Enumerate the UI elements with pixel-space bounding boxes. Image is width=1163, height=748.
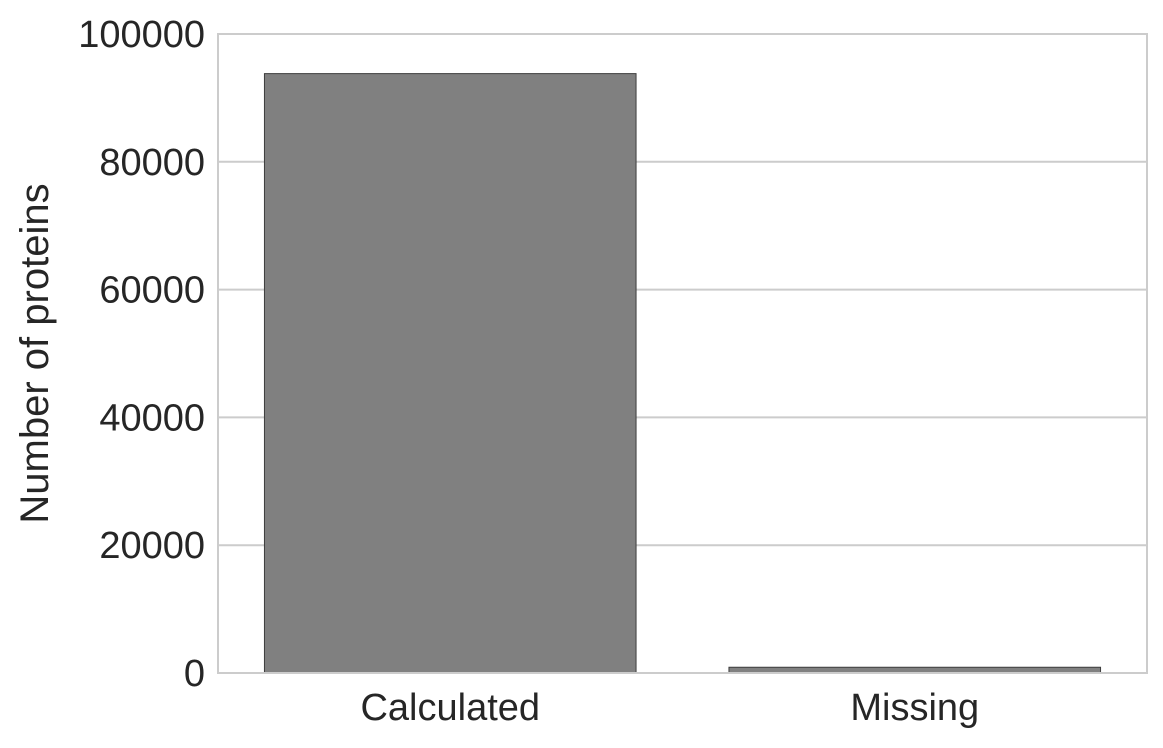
- x-tick-label: Missing: [850, 687, 979, 729]
- y-tick-label: 100000: [78, 14, 205, 56]
- bar-calculated: [263, 73, 637, 674]
- plot-frame: [217, 33, 1148, 674]
- y-tick-labels: 0 20000 40000 60000 80000 100000: [78, 14, 205, 695]
- y-axis-label: Number of proteins: [13, 183, 57, 523]
- x-tick-labels: Calculated Missing: [360, 687, 979, 729]
- bars: [263, 73, 1102, 674]
- y-tick-label: 0: [184, 653, 205, 695]
- y-tick-label: 80000: [99, 142, 205, 184]
- y-tick-label: 20000: [99, 525, 205, 567]
- y-tick-label: 60000: [99, 270, 205, 312]
- y-tick-label: 40000: [99, 397, 205, 439]
- x-tick-label: Calculated: [360, 687, 540, 729]
